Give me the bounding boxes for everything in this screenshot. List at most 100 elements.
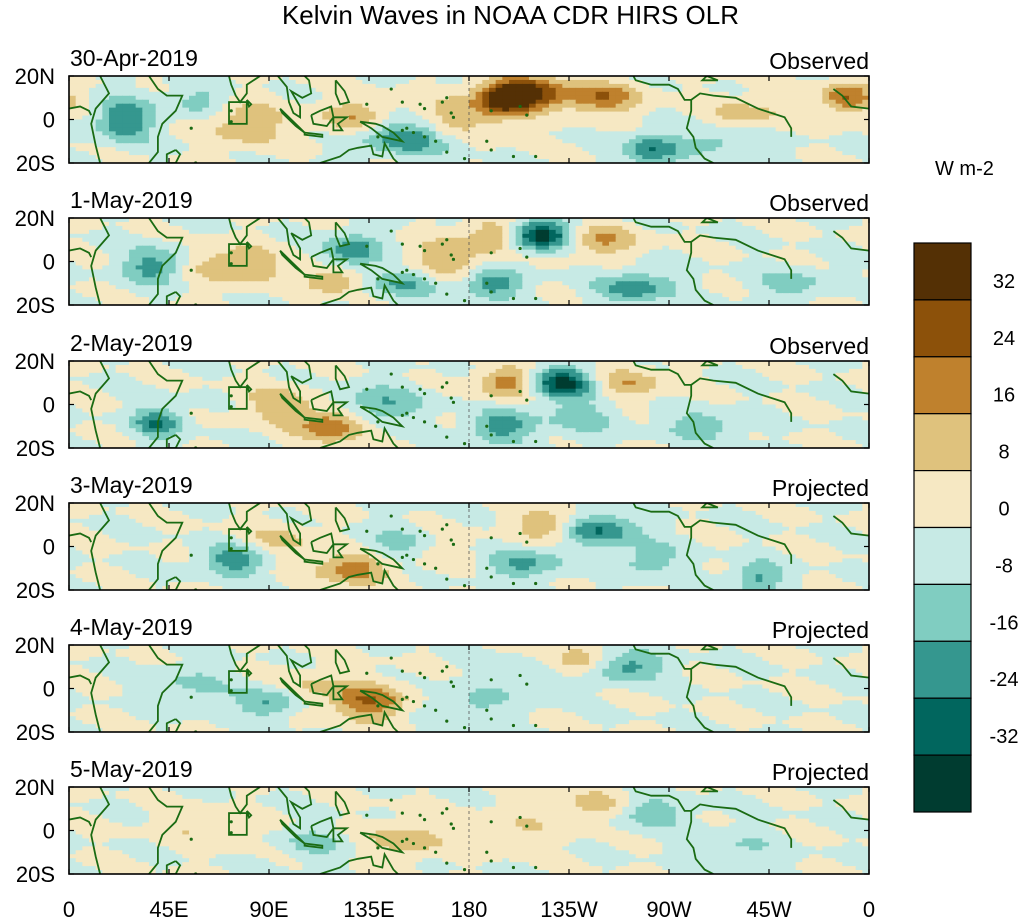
heat-cell <box>89 147 97 152</box>
heat-cell <box>342 111 350 117</box>
heat-cell <box>349 281 357 286</box>
heat-cell <box>229 131 237 136</box>
heat-cell <box>395 265 403 270</box>
heat-cell <box>449 261 457 267</box>
heat-cell <box>355 285 363 290</box>
heat-cell <box>815 241 823 247</box>
heat-cell <box>595 151 603 156</box>
heat-cell <box>255 139 263 144</box>
heat-cell <box>655 237 663 243</box>
heat-cell <box>395 241 403 247</box>
heat-cell <box>322 76 330 81</box>
heat-cell <box>75 123 83 128</box>
heat-cell <box>402 253 410 259</box>
heat-cell <box>395 233 403 239</box>
heat-cell <box>469 119 477 125</box>
heat-cell <box>442 99 450 105</box>
heat-cell <box>589 95 597 101</box>
heat-cell <box>442 265 450 270</box>
heat-cell <box>342 289 350 294</box>
heat-cell <box>782 111 790 117</box>
heat-cell <box>655 76 663 81</box>
heat-cell <box>95 139 103 144</box>
heat-cell <box>609 233 617 239</box>
heat-cell <box>295 99 303 105</box>
heat-cell <box>609 99 617 105</box>
heat-cell <box>369 249 377 255</box>
heat-cell <box>569 233 577 239</box>
heat-cell <box>602 83 610 89</box>
heat-cell <box>175 79 183 85</box>
heat-cell <box>295 155 303 160</box>
heat-cell <box>289 237 297 243</box>
heat-cell <box>735 221 743 227</box>
heat-cell <box>389 221 397 227</box>
heat-cell <box>315 253 323 259</box>
heat-cell <box>602 115 610 121</box>
heat-cell <box>229 135 237 140</box>
heat-cell <box>462 95 470 101</box>
heat-cell <box>315 159 323 163</box>
heat-cell <box>555 91 563 97</box>
heat-cell <box>429 221 437 227</box>
heat-cell <box>502 76 510 81</box>
heat-cell <box>75 83 83 89</box>
heat-cell <box>715 103 723 109</box>
heat-cell <box>422 261 430 267</box>
heat-cell <box>589 261 597 267</box>
heat-cell <box>369 139 377 144</box>
heat-cell <box>475 111 483 117</box>
heat-cell <box>675 151 683 156</box>
heat-cell <box>549 225 557 231</box>
heat-cell <box>109 159 117 163</box>
heat-cell <box>129 123 137 128</box>
heat-cell <box>122 135 130 140</box>
heat-cell <box>822 91 830 97</box>
heat-cell <box>682 155 690 160</box>
heat-cell <box>635 91 643 97</box>
heat-cell <box>575 107 583 113</box>
heat-cell <box>702 83 710 89</box>
heat-cell <box>655 245 663 251</box>
heat-cell <box>382 131 390 136</box>
heat-cell <box>329 83 337 89</box>
heat-cell <box>462 218 470 223</box>
heat-cell <box>862 261 869 267</box>
heat-cell <box>442 123 450 128</box>
heat-cell <box>275 91 283 97</box>
heat-cell <box>675 221 683 227</box>
heat-cell <box>362 159 370 163</box>
heat-cell <box>322 135 330 140</box>
heat-cell <box>135 119 143 125</box>
heat-cell <box>622 111 630 117</box>
heat-cell <box>622 91 630 97</box>
heat-cell <box>389 285 397 290</box>
heat-cell <box>715 218 723 223</box>
heat-cell <box>769 135 777 140</box>
heat-cell <box>349 95 357 101</box>
heat-cell <box>295 233 303 239</box>
heat-cell <box>542 95 550 101</box>
heat-cell <box>609 79 617 85</box>
heat-cell <box>535 277 543 282</box>
heat-cell <box>515 229 523 235</box>
heat-cell <box>89 99 97 105</box>
heat-cell <box>69 249 77 255</box>
heat-cell <box>589 249 597 255</box>
heat-cell <box>255 135 263 140</box>
heat-cell <box>562 103 570 109</box>
heat-cell <box>722 155 730 160</box>
heat-cell <box>442 155 450 160</box>
heat-cell <box>102 265 110 270</box>
heat-cell <box>775 218 783 223</box>
heat-cell <box>855 273 863 278</box>
heat-cell <box>582 115 590 121</box>
heat-cell <box>835 151 843 156</box>
heat-cell <box>435 257 443 263</box>
heat-cell <box>449 151 457 156</box>
heat-cell <box>469 237 477 243</box>
heat-cell <box>275 115 283 121</box>
heat-cell <box>269 111 277 117</box>
heat-cell <box>762 265 770 270</box>
heat-cell <box>822 281 830 286</box>
